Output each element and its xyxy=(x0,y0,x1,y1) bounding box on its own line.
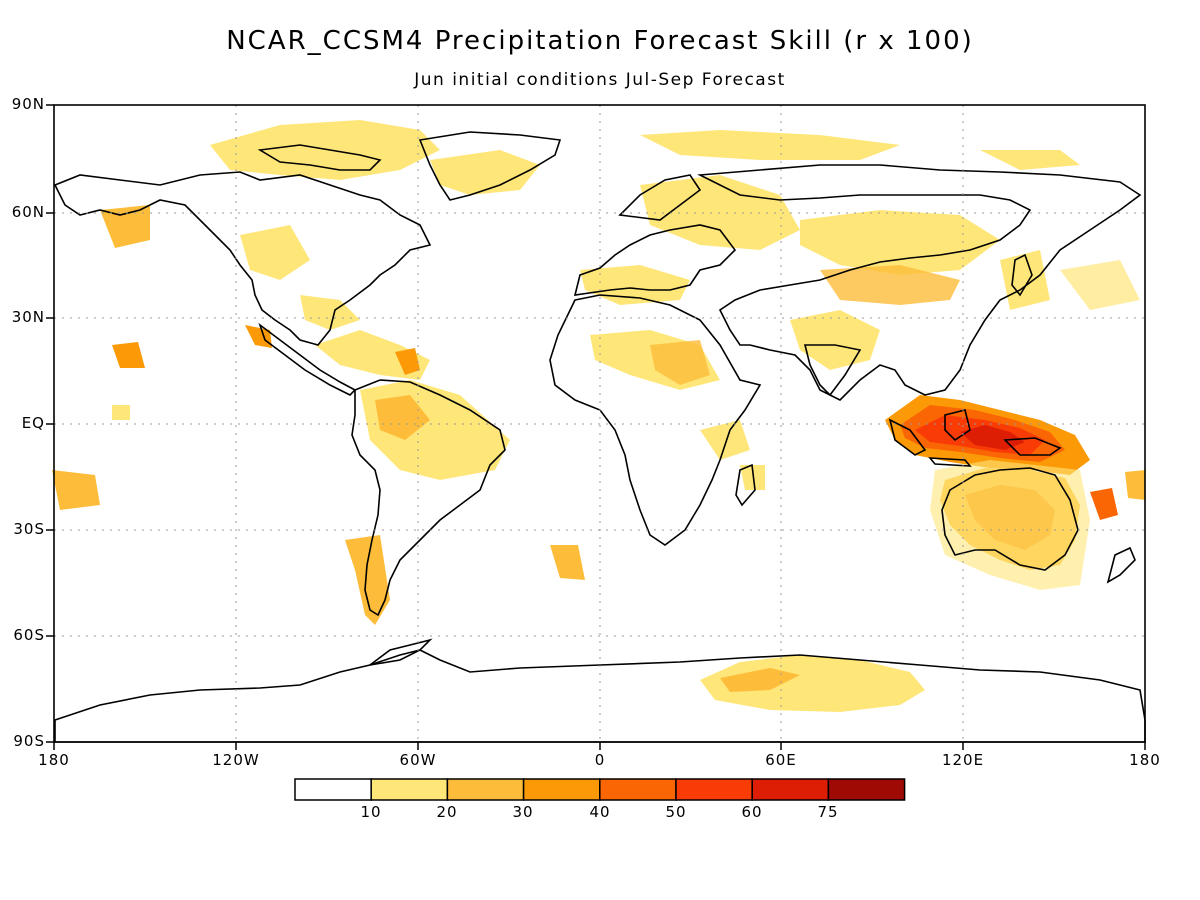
coast-arctic-islands xyxy=(257,144,382,171)
shade-greenland-bay xyxy=(430,150,540,195)
shade-south-atlantic xyxy=(550,545,585,580)
shade-east-africa xyxy=(700,420,750,460)
shade-pac1 xyxy=(112,342,145,368)
shade-fiji xyxy=(1125,470,1145,500)
shade-mexico xyxy=(245,325,272,348)
lon-label-120e: 120E xyxy=(941,751,985,769)
coast-sumatra xyxy=(888,418,927,456)
lat-label-90n: 90N xyxy=(11,95,45,113)
colorbar-swatch-4 xyxy=(599,778,677,801)
shade-arctic xyxy=(640,130,900,160)
colorbar-label-60: 60 xyxy=(741,803,763,821)
coast-japan xyxy=(1011,253,1033,297)
colorbar-swatch-6 xyxy=(751,778,830,801)
colorbar-swatch-1 xyxy=(370,778,449,801)
coast-madagascar xyxy=(735,463,756,507)
lat-label-30s: 30S xyxy=(13,520,45,538)
map-subtitle: Jun initial conditions Jul-Sep Forecast xyxy=(414,70,786,90)
shade-india xyxy=(790,310,880,370)
shade-arctic-east xyxy=(980,150,1080,170)
shade-madagascar xyxy=(740,465,765,490)
coast-new-zealand xyxy=(1106,546,1136,584)
coast-north-america xyxy=(53,171,432,346)
shade-siberia2 xyxy=(800,210,1000,275)
shade-antarctica xyxy=(700,655,925,712)
colorbar-swatch-0 xyxy=(294,778,372,801)
coast-central-america xyxy=(258,322,357,396)
colorbar-label-75: 75 xyxy=(817,803,839,821)
lon-label-60w: 60W xyxy=(399,751,437,769)
colorbar-swatch-5 xyxy=(675,778,753,801)
lat-label-90s: 90S xyxy=(13,732,45,750)
coast-india xyxy=(803,344,862,397)
colorbar-swatch-3 xyxy=(522,778,601,801)
lat-label-30n: 30N xyxy=(11,308,45,326)
coast-asia xyxy=(697,164,1142,401)
shade-us-west xyxy=(240,225,310,280)
shade-caribbean-core xyxy=(395,348,420,375)
colorbar xyxy=(294,778,906,801)
coast-greenland xyxy=(418,131,562,201)
shade-pac3 xyxy=(112,405,130,420)
axis-ticks xyxy=(46,104,1146,750)
shade-asia-mid xyxy=(820,265,960,305)
coast-scandinavia xyxy=(618,174,702,221)
shade-n-pacific xyxy=(1060,260,1140,310)
shade-alaska xyxy=(100,205,150,248)
shade-australia-light xyxy=(930,460,1090,590)
lon-label-0: 0 xyxy=(594,751,606,769)
colorbar-label-20: 20 xyxy=(436,803,458,821)
shade-swpacific xyxy=(1090,488,1118,520)
lon-label-180e: 180 xyxy=(1129,751,1161,769)
shade-gulf xyxy=(300,295,360,330)
map-title: NCAR_CCSM4 Precipitation Forecast Skill … xyxy=(226,26,974,56)
coast-antarctic-peninsula xyxy=(369,638,433,666)
lat-label-eq: EQ xyxy=(21,414,45,432)
coast-java xyxy=(928,457,972,467)
coast-new-guinea xyxy=(1003,437,1062,456)
lon-label-120w: 120W xyxy=(212,751,260,769)
lon-label-60e: 60E xyxy=(765,751,797,769)
shade-arabia xyxy=(650,340,710,385)
coast-africa xyxy=(549,294,762,546)
shade-europe xyxy=(580,265,690,305)
coast-antarctica xyxy=(54,649,1146,743)
lat-label-60n: 60N xyxy=(11,203,45,221)
shade-east-asia xyxy=(1000,250,1050,310)
colorbar-swatch-7 xyxy=(827,778,906,801)
colorbar-label-50: 50 xyxy=(665,803,687,821)
skill-shading xyxy=(52,120,1145,712)
coast-australia xyxy=(941,467,1079,571)
coast-europe xyxy=(573,224,737,296)
shade-patagonia xyxy=(345,535,390,625)
colorbar-label-30: 30 xyxy=(512,803,534,821)
shade-amazon-inner xyxy=(375,395,430,440)
colorbar-label-10: 10 xyxy=(360,803,382,821)
shade-caribbean xyxy=(315,330,430,380)
shade-canada xyxy=(210,120,440,180)
shade-antarctica-inner xyxy=(720,668,800,692)
colorbar-label-40: 40 xyxy=(589,803,611,821)
coast-south-america xyxy=(351,379,506,617)
shade-pac2 xyxy=(52,470,100,510)
graticule xyxy=(54,105,1145,742)
lat-label-60s: 60S xyxy=(13,626,45,644)
colorbar-swatch-2 xyxy=(446,778,525,801)
lon-label-180w: 180 xyxy=(38,751,70,769)
